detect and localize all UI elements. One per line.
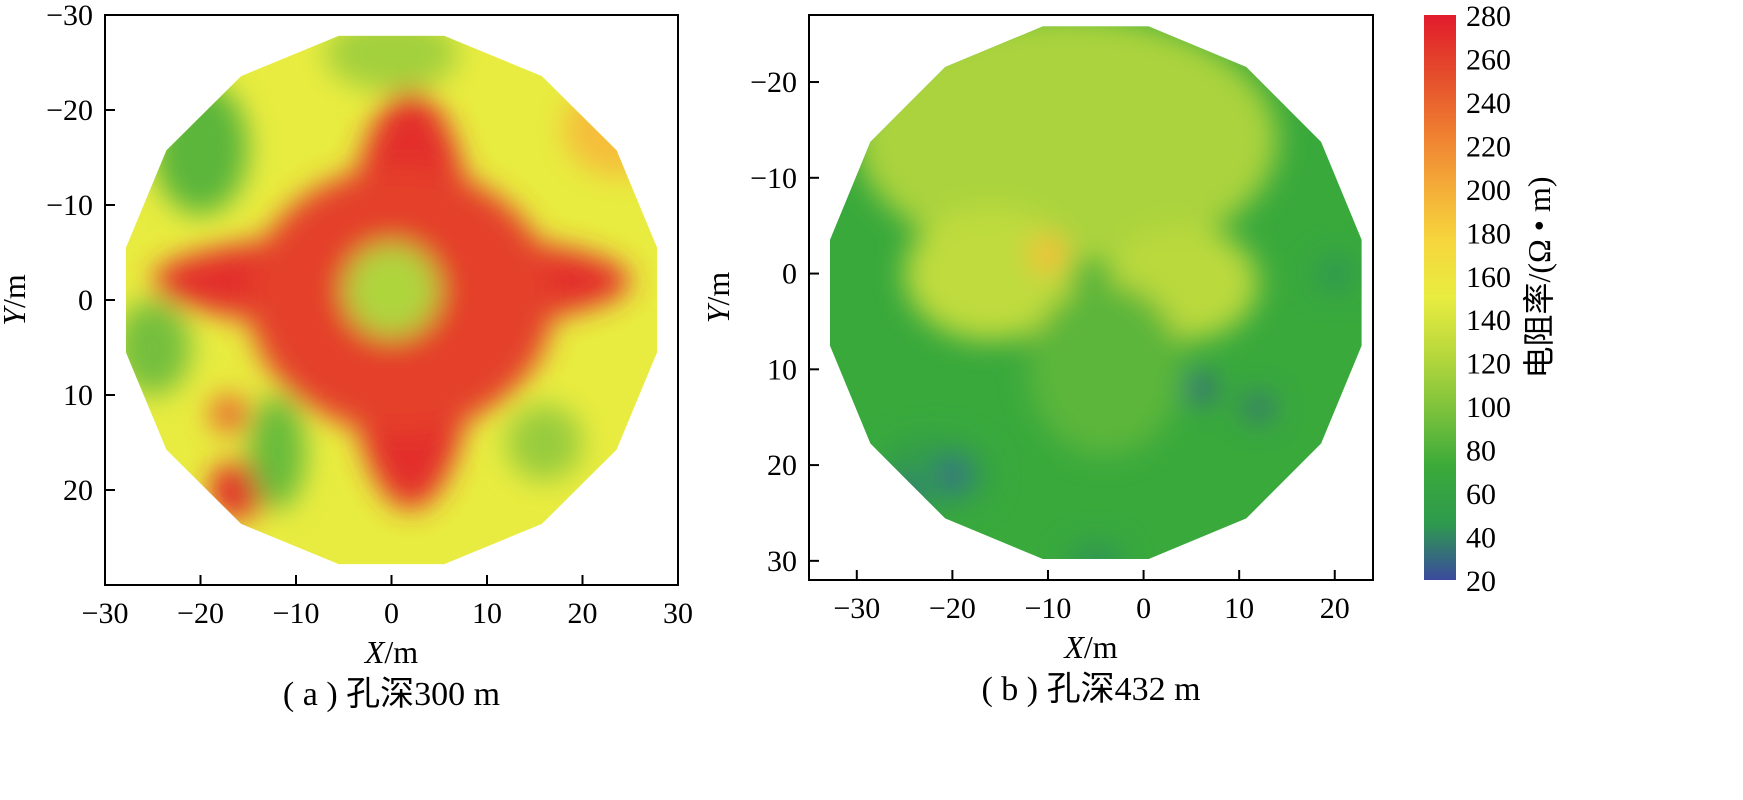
panel-a-feature-3 — [343, 243, 440, 338]
colorbar-tick-label: 20 — [1466, 565, 1496, 598]
x-tick-label: −30 — [82, 597, 129, 630]
colorbar: 280 260 240 220 200 180 160 140 120 100 80 60 40 20 电… — [1424, 0, 1557, 598]
colorbar-title: 电阻率/(Ω • m) — [1521, 176, 1557, 378]
y-tick-label: 20 — [767, 449, 797, 482]
x-tick-label: 30 — [663, 597, 693, 630]
panel-b-feature-3 — [1028, 235, 1068, 274]
panel-b-feature-9 — [1243, 393, 1273, 422]
panel-b-y-axis: −20 −10 0 10 20 30 — [750, 66, 819, 578]
panel-b: −30 −20 −10 0 10 20 −20 −10 0 10 20 30 X/m Y/m ( b… — [700, 14, 1374, 708]
y-tick-label: 0 — [782, 258, 797, 291]
x-tick-label: −30 — [833, 592, 880, 625]
y-tick-label: −10 — [750, 162, 797, 195]
x-tick-label: 0 — [1136, 592, 1151, 625]
colorbar-tick-label: 160 — [1466, 261, 1511, 294]
panel-b-x-axis: −30 −20 −10 0 10 20 — [833, 570, 1350, 625]
y-tick-label: −10 — [46, 189, 93, 222]
panel-b-feature-11 — [1067, 541, 1125, 559]
y-tick-label: −20 — [750, 66, 797, 99]
colorbar-ticks: 280 260 240 220 200 180 160 140 120 100 80 60 40 20 — [1466, 0, 1511, 598]
panel-b-feature-1 — [904, 206, 1077, 341]
panel-b-heatmap — [830, 26, 1362, 559]
panel-b-caption: ( b ) 孔深432 m — [981, 671, 1200, 708]
colorbar-tick-label: 260 — [1466, 43, 1511, 76]
panel-a-feature-5 — [210, 395, 249, 433]
colorbar-tick-label: 240 — [1466, 87, 1511, 120]
panel-a-feature-7 — [126, 300, 191, 395]
y-tick-label: 0 — [78, 284, 93, 317]
panel-b-feature-6 — [938, 460, 967, 490]
x-tick-label: 20 — [568, 597, 598, 630]
x-tick-label: 20 — [1320, 592, 1350, 625]
y-tick-label: 30 — [767, 545, 797, 578]
colorbar-tick-label: 100 — [1466, 391, 1511, 424]
colorbar-tick-label: 280 — [1466, 0, 1511, 33]
panel-a-feature-10 — [324, 35, 459, 91]
panel-a-feature-9 — [506, 404, 583, 481]
x-tick-label: −10 — [1025, 592, 1072, 625]
x-tick-label: 10 — [472, 597, 502, 630]
colorbar-tick-label: 80 — [1466, 435, 1496, 468]
panel-b-feature-4 — [1028, 283, 1182, 456]
panel-b-feature-0 — [856, 26, 1278, 264]
x-tick-label: −20 — [177, 597, 224, 630]
panel-b-feature-8 — [1186, 374, 1216, 403]
colorbar-tick-label: 200 — [1466, 174, 1511, 207]
colorbar-gradient — [1424, 15, 1456, 580]
panel-a-x-axis: −30 −20 −10 0 10 20 30 — [82, 575, 693, 630]
panel-b-y-axis-label: Y/m — [700, 272, 736, 324]
x-tick-label: −10 — [273, 597, 320, 630]
y-tick-label: 10 — [767, 353, 797, 386]
panel-a-y-axis: −30 −20 −10 0 10 20 — [46, 0, 115, 507]
panel-a-heatmap — [126, 35, 657, 565]
y-tick-label: 10 — [63, 379, 93, 412]
x-tick-label: 0 — [384, 597, 399, 630]
panel-a-x-axis-label: X/m — [363, 634, 418, 670]
panel-b-feature-7 — [890, 479, 919, 509]
colorbar-tick-label: 120 — [1466, 348, 1511, 381]
y-tick-label: −30 — [46, 0, 93, 32]
colorbar-tick-label: 60 — [1466, 478, 1496, 511]
panel-a-caption: ( a ) 孔深300 m — [283, 676, 500, 713]
y-tick-label: 20 — [63, 474, 93, 507]
x-tick-label: −20 — [929, 592, 976, 625]
panel-a-y-axis-label: Y/m — [0, 274, 32, 326]
colorbar-tick-label: 40 — [1466, 522, 1496, 555]
panel-a-feature-8 — [248, 395, 306, 509]
panel-b-frame — [808, 14, 1374, 581]
y-tick-label: −20 — [46, 94, 93, 127]
colorbar-tick-label: 220 — [1466, 130, 1511, 163]
colorbar-tick-label: 180 — [1466, 217, 1511, 250]
colorbar-tick-label: 140 — [1466, 304, 1511, 337]
panel-a-feature-6 — [152, 81, 249, 215]
panel-b-x-axis-label: X/m — [1062, 629, 1117, 665]
panel-b-feature-5 — [875, 436, 991, 513]
panel-b-feature-10 — [1315, 254, 1354, 293]
panel-a-feature-11 — [563, 81, 657, 177]
x-tick-label: 10 — [1224, 592, 1254, 625]
